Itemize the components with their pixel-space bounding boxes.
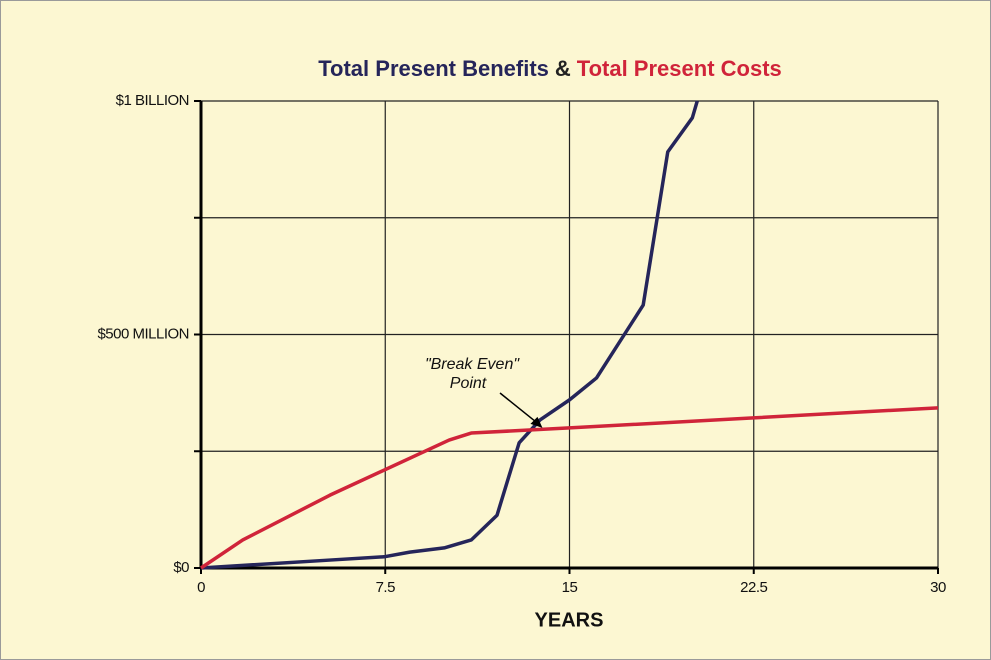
title-separator: &: [555, 56, 571, 81]
chart-title: Total Present Benefits & Total Present Cos…: [318, 56, 782, 81]
y-tick-label: $1 BILLION: [116, 92, 189, 109]
annotation-arrow: [499, 392, 539, 425]
x-tick-label: 7.5: [376, 579, 396, 596]
series-line: [200, 406, 939, 570]
title-costs: Total Present Costs: [577, 56, 782, 81]
x-tick-label: 30: [930, 579, 946, 596]
annotation-text: Point: [450, 375, 487, 392]
x-tick-label: 22.5: [740, 579, 767, 596]
annotation-arrowhead: [530, 416, 543, 428]
x-tick-label: 0: [197, 579, 205, 596]
annotation-text: "Break Even": [425, 356, 520, 373]
y-tick-label: $0: [173, 559, 189, 576]
y-tick-label: $500 MILLION: [97, 325, 189, 342]
x-axis-label: YEARS: [535, 609, 604, 631]
x-tick-label: 15: [562, 579, 578, 596]
series-line: [200, 100, 699, 570]
title-benefits: Total Present Benefits: [318, 56, 549, 81]
